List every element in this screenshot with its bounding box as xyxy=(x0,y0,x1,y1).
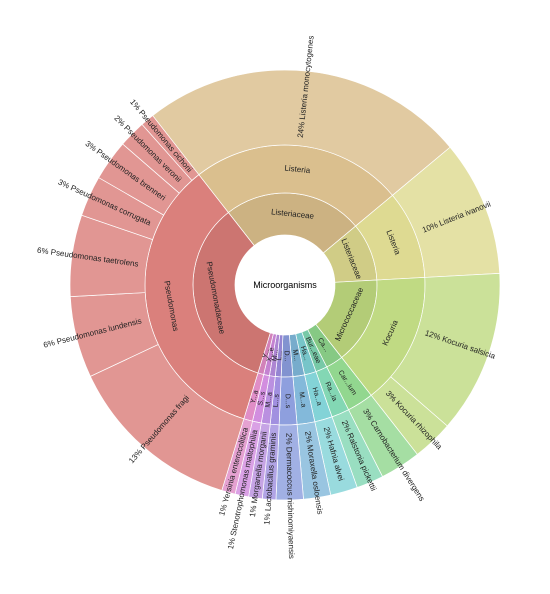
level2-label-m-a: M...a xyxy=(265,392,274,408)
level3-slice-pseudomonas-cichorii[interactable] xyxy=(141,115,200,181)
level3-slice-listeria-monocytogenes[interactable] xyxy=(152,69,451,196)
center-hole xyxy=(235,235,335,335)
level1-label-m: M... xyxy=(291,349,300,362)
level2-label-l-s: L...s xyxy=(273,393,281,407)
level1-label-y: Y... xyxy=(262,348,271,359)
level2-label-m-a: M...a xyxy=(297,392,306,409)
level2-label-y-a: Y...a xyxy=(250,389,260,404)
level2-label-s-s: S...s xyxy=(257,391,267,407)
leaf-label-dermacoccus-nishinomiyaensis: 2% Dermacoccus nishinomiyaensis xyxy=(284,433,296,559)
level1-label-l: L... xyxy=(276,351,284,361)
level1-label-x-e: X...e xyxy=(266,347,276,363)
level1-label-ha: Ha... xyxy=(299,345,310,361)
level2-label-listeria: Listeria xyxy=(284,163,311,175)
level1-label-d: D... xyxy=(283,350,290,361)
level2-label-d-s: D...s xyxy=(284,394,291,409)
sunburst-rings xyxy=(69,69,501,501)
level2-label-ha-a: Ha...a xyxy=(311,387,323,407)
center-label: Microorganisms xyxy=(253,280,317,290)
level1-label-m: M... xyxy=(271,349,280,362)
